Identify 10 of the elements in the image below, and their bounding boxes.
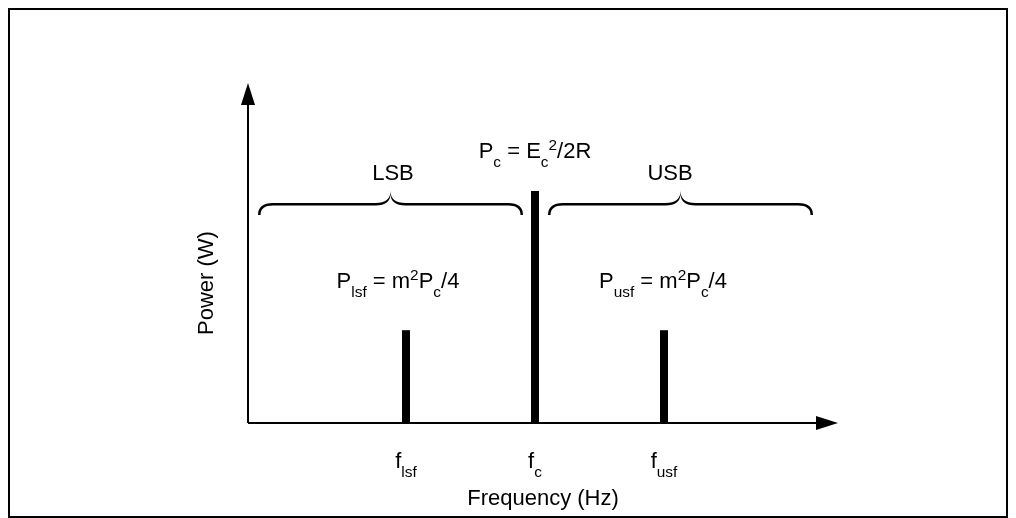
y-axis-title: Power (W) [193, 231, 218, 335]
text: LSB [372, 160, 414, 185]
annotation: P$_{usf}$ = m$^{2}$P$_{c}$/4 [599, 265, 727, 300]
x-tick-label: f$_{usf}$ [650, 448, 679, 480]
text: USB [647, 160, 693, 185]
text: P$_{c}$ = E$_{c}$$^{2}$/2R [478, 135, 592, 170]
x-axis-title: Frequency (Hz) [467, 485, 619, 510]
x-tick-label: f$_{lsf}$ [395, 448, 418, 480]
annotation: P$_{lsf}$ = m$^{2}$P$_{c}$/4 [336, 265, 460, 300]
x-tick-label: f$_{c}$ [528, 448, 543, 480]
